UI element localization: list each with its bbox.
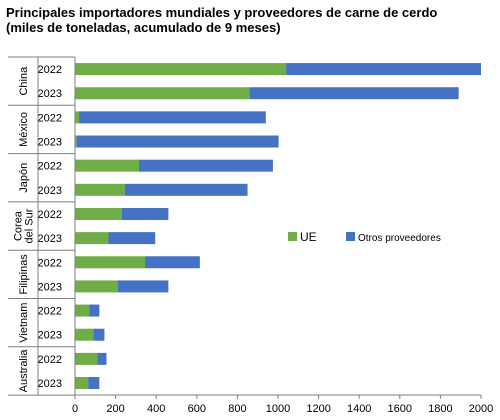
x-tick-label: 1600: [388, 403, 412, 415]
chart-title-line-2: (miles de toneladas, acumulado de 9 mese…: [6, 20, 281, 35]
year-label: 2022: [38, 354, 62, 366]
bar-otros-3-0: [121, 207, 169, 220]
bar-otros-1-1: [76, 135, 279, 148]
category-label: Japón: [18, 163, 30, 193]
x-tick-label: 800: [228, 403, 246, 415]
bar-otros-3-1: [108, 232, 156, 245]
bar-ue-3-0: [75, 207, 122, 220]
bar-otros-6-1: [88, 377, 100, 390]
bar-otros-2-1: [124, 183, 248, 196]
bar-ue-0-0: [75, 63, 287, 76]
year-label: 2023: [38, 281, 62, 293]
bar-ue-5-1: [75, 328, 94, 341]
year-label: 2022: [38, 257, 62, 269]
bar-otros-2-0: [138, 159, 273, 172]
year-label: 2023: [38, 137, 62, 149]
category-label: Vietnam: [18, 303, 30, 343]
category-label: Australia: [18, 349, 30, 393]
category-label: México: [18, 112, 30, 147]
bar-otros-0-0: [286, 63, 481, 76]
year-label: 2023: [38, 233, 62, 245]
x-tick-label: 1000: [266, 403, 290, 415]
x-tick-label: 200: [106, 403, 124, 415]
chart-title-line-1: Principales importadores mundiales y pro…: [6, 5, 438, 20]
category-label: Filipinas: [18, 254, 30, 295]
year-label: 2022: [38, 306, 62, 318]
year-label: 2023: [38, 378, 62, 390]
year-label: 2022: [38, 64, 62, 76]
legend-swatch-ue: [288, 232, 297, 241]
bar-ue-3-1: [75, 232, 109, 245]
legend-label-otros: Otros proveedores: [358, 233, 441, 244]
year-label: 2023: [38, 88, 62, 100]
x-tick-label: 1400: [347, 403, 371, 415]
bar-ue-2-1: [75, 183, 125, 196]
year-label: 2022: [38, 112, 62, 124]
bar-otros-6-0: [97, 352, 107, 365]
category-label: Corea: [13, 210, 25, 241]
bar-ue-0-1: [75, 87, 250, 100]
year-label: 2022: [38, 161, 62, 173]
year-label: 2023: [38, 330, 62, 342]
legend-swatch-otros: [346, 232, 355, 241]
x-tick-label: 0: [72, 403, 78, 415]
x-tick-label: 600: [188, 403, 206, 415]
x-tick-label: 1800: [428, 403, 452, 415]
legend-label-ue: UE: [300, 230, 317, 244]
category-label: del Sur: [24, 208, 36, 243]
bar-otros-4-0: [145, 256, 200, 269]
category-label: China: [18, 66, 30, 96]
year-label: 2022: [38, 209, 62, 221]
bar-ue-4-0: [75, 256, 146, 269]
bar-otros-5-0: [89, 304, 100, 317]
chart-title: Principales importadores mundiales y pro…: [6, 5, 494, 35]
bar-ue-5-0: [75, 304, 90, 317]
bar-ue-6-1: [75, 377, 89, 390]
bar-ue-4-1: [75, 280, 118, 293]
bar-otros-0-1: [249, 87, 459, 100]
x-tick-label: 1200: [306, 403, 330, 415]
bar-ue-6-0: [75, 352, 98, 365]
bar-ue-1-0: [75, 111, 80, 124]
bar-otros-4-1: [117, 280, 169, 293]
bar-ue-2-0: [75, 159, 139, 172]
bar-otros-5-1: [93, 328, 105, 341]
x-tick-label: 400: [147, 403, 165, 415]
x-tick-label: 2000: [469, 403, 493, 415]
bar-otros-1-0: [79, 111, 266, 124]
bar-ue-1-1: [75, 135, 77, 148]
year-label: 2023: [38, 185, 62, 197]
